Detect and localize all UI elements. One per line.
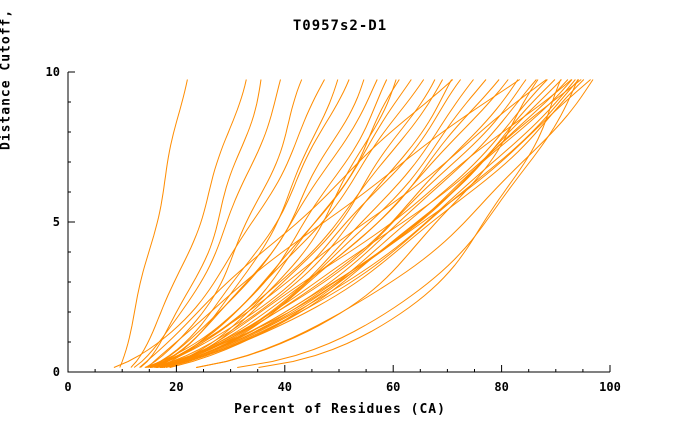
model-curve-42 xyxy=(139,79,454,368)
y-tick-label: 5 xyxy=(52,215,60,229)
model-curve-38 xyxy=(258,79,562,368)
model-curve-1 xyxy=(119,79,188,368)
model-curve-41 xyxy=(147,79,520,368)
model-curve-39 xyxy=(195,79,539,368)
model-curve-34 xyxy=(159,79,582,368)
model-curve-5 xyxy=(145,79,303,368)
x-tick-label: 60 xyxy=(385,380,401,394)
model-curve-14 xyxy=(163,79,436,368)
model-curve-12 xyxy=(144,79,412,368)
model-curve-7 xyxy=(147,79,350,368)
model-curve-37 xyxy=(237,79,579,368)
model-curve-25 xyxy=(159,79,548,368)
y-tick-label: 0 xyxy=(52,365,60,379)
model-curve-2 xyxy=(130,79,247,368)
model-curve-6 xyxy=(113,79,325,368)
model-curve-32 xyxy=(161,79,585,368)
x-axis-label: Percent of Residues (CA) xyxy=(234,402,446,417)
model-curve-16 xyxy=(152,79,453,368)
model-curve-44 xyxy=(196,79,594,368)
model-curve-43 xyxy=(150,79,339,368)
x-tick-label: 0 xyxy=(64,380,72,394)
model-curve-30 xyxy=(160,79,576,368)
model-curve-35 xyxy=(169,79,572,368)
x-tick-label: 40 xyxy=(277,380,293,394)
x-tick-label: 100 xyxy=(599,380,621,394)
model-curve-15 xyxy=(149,79,444,368)
model-curve-29 xyxy=(161,79,573,368)
model-curve-33 xyxy=(149,79,591,368)
model-curve-3 xyxy=(140,79,262,368)
chart-title: T0957s2-D1 xyxy=(292,18,388,34)
model-curve-23 xyxy=(155,79,527,368)
x-tick-label: 20 xyxy=(169,380,184,394)
model-curve-31 xyxy=(165,79,580,368)
x-tick-label: 80 xyxy=(494,380,509,394)
model-curve-21 xyxy=(156,79,509,368)
model-curve-20 xyxy=(163,79,500,368)
model-curve-40 xyxy=(156,79,547,368)
model-curve-4 xyxy=(133,79,281,368)
model-curve-13 xyxy=(149,79,425,368)
y-tick-label: 10 xyxy=(45,65,60,79)
model-curve-17 xyxy=(150,79,462,368)
axes-frame xyxy=(67,72,610,373)
model-curve-26 xyxy=(159,79,556,368)
